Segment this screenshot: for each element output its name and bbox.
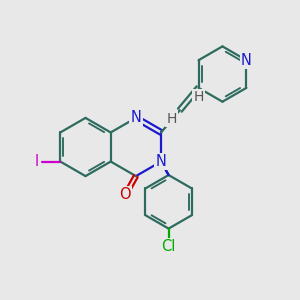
Text: O: O [120, 187, 131, 202]
Text: I: I [35, 154, 39, 169]
Text: N: N [130, 110, 141, 125]
Text: H: H [166, 112, 177, 126]
Text: H: H [193, 90, 204, 104]
Text: N: N [156, 154, 167, 169]
Text: Cl: Cl [161, 239, 176, 254]
Text: N: N [241, 53, 252, 68]
